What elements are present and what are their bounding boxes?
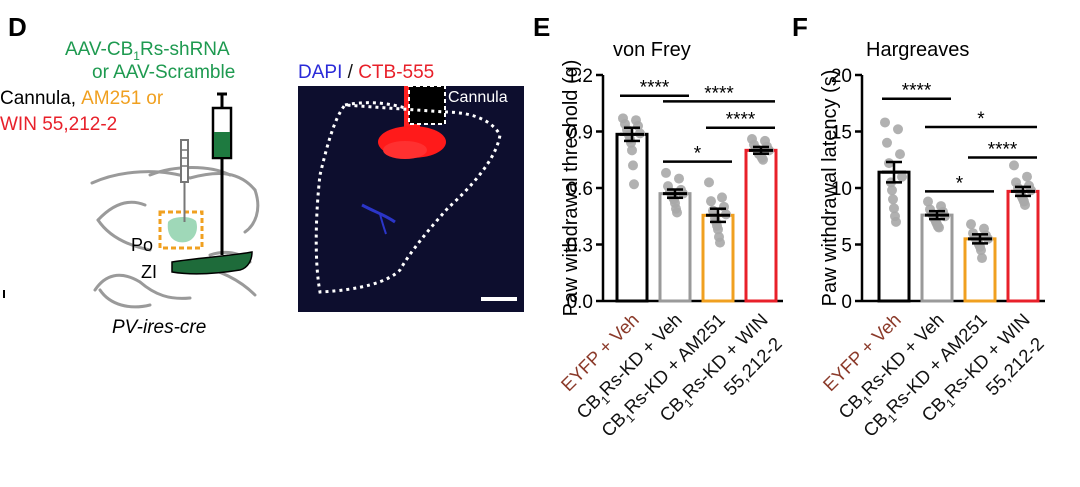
y-tick-label: 20 [831, 66, 852, 87]
bar-2 [963, 237, 997, 303]
significance-label: **** [726, 110, 756, 131]
data-point [934, 222, 944, 233]
data-point [966, 219, 976, 230]
data-point [1022, 171, 1032, 182]
data-point [893, 124, 903, 135]
data-point [897, 171, 907, 182]
significance-label: * [956, 173, 964, 194]
po-label: Po [131, 235, 153, 255]
data-point [627, 145, 637, 156]
y-tick-label: 10 [831, 179, 852, 200]
data-point [887, 185, 897, 196]
data-point [1020, 199, 1030, 210]
data-point [758, 154, 768, 165]
data-point [717, 192, 727, 203]
significance-label: **** [988, 139, 1018, 160]
data-point [923, 196, 933, 207]
data-point [889, 203, 899, 214]
data-point [888, 194, 898, 205]
chart-title: Hargreaves [866, 39, 969, 61]
y-axis-label: Paw withdrawal threshold (g) [560, 60, 582, 317]
data-point [977, 253, 987, 264]
chart-title: von Frey [613, 39, 691, 61]
data-point [674, 173, 684, 184]
data-point [891, 216, 901, 227]
data-point [1009, 160, 1019, 171]
injection-needle-icon [180, 139, 189, 222]
data-point [880, 117, 890, 128]
zi-region-shape [171, 251, 253, 275]
data-point [976, 245, 986, 256]
y-tick-label: 15 [831, 123, 852, 144]
significance-label: **** [704, 83, 734, 104]
significance-label: * [977, 109, 985, 130]
data-point [629, 179, 639, 190]
data-point [882, 137, 892, 148]
y-tick-label: 0.3 [567, 236, 593, 257]
stray-mark [3, 290, 5, 298]
po-target-box [158, 210, 204, 250]
zi-label: ZI [141, 262, 157, 282]
significance-label: **** [902, 81, 932, 102]
data-point [661, 167, 671, 178]
panel-d-letter: D [8, 12, 27, 42]
cannula-syringe-icon [211, 92, 233, 255]
po-region-shape [167, 216, 197, 243]
significance-label: **** [640, 78, 670, 99]
micrograph-cannula-label: Cannula [448, 89, 508, 106]
panel-letter: F [792, 12, 808, 42]
bar-0 [615, 132, 649, 303]
bar-3 [1006, 189, 1040, 303]
data-point [713, 224, 723, 235]
virus-label-line1: AAV-CB1Rs-shRNA [65, 39, 230, 63]
panel-letter: E [533, 12, 550, 42]
y-tick-label: 0.9 [567, 123, 593, 144]
data-point [672, 207, 682, 218]
brain-schematic [90, 166, 260, 309]
data-point [704, 177, 714, 188]
mouse-line-label: PV-ires-cre [112, 317, 206, 338]
y-tick-label: 5 [841, 236, 852, 257]
y-axis-label: Paw withdrawal latency (s) [819, 70, 841, 307]
micrograph-stain-label: DAPI / CTB-555 [298, 62, 434, 83]
chart-panel-f: F Hargreaves Paw withdrawal latency (s) 0 5 1… [792, 12, 1048, 441]
significance-label: * [694, 144, 702, 165]
data-point [706, 196, 716, 207]
data-point [628, 160, 638, 171]
y-tick-label: 0.6 [567, 179, 593, 200]
cannula-label: Cannula, AM251 or [0, 88, 164, 109]
virus-label-line2: or AAV-Scramble [92, 62, 235, 83]
drug2-label: WIN 55,212-2 [0, 114, 117, 135]
data-point [895, 149, 905, 160]
data-point [715, 237, 725, 248]
bar-3 [744, 148, 778, 303]
micrograph-image [298, 85, 524, 312]
y-tick-label: 1.2 [567, 66, 593, 87]
y-tick-label: 0.0 [567, 292, 593, 313]
y-tick-label: 0 [841, 292, 852, 313]
